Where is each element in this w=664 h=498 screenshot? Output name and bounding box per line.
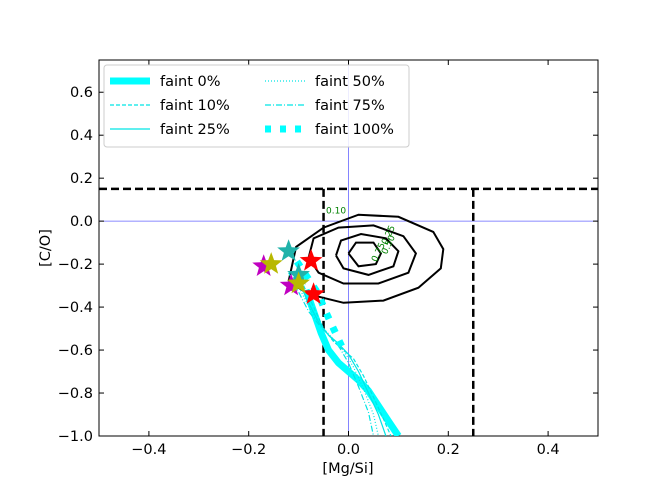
legend-box — [103, 64, 410, 148]
star-marker-5 — [279, 273, 303, 296]
legend-label-1: faint 10% — [160, 98, 230, 114]
x-tick-label-2: 0.0 — [337, 442, 360, 458]
contour-line-1 — [307, 224, 418, 285]
legend-label-3: faint 50% — [315, 74, 385, 90]
y-axis-ticks: −1.0 −0.8 −0.6 −0.4 −0.2 0.0 0.2 0.4 0.6 — [58, 85, 598, 445]
x-axis-ticks: −0.4 −0.2 0.0 0.2 0.4 — [131, 60, 560, 458]
y-axis-label: [C/O] — [38, 229, 54, 267]
series-lines — [285, 247, 402, 436]
y-tick-label-8: 0.6 — [70, 85, 93, 101]
series-line-1 — [303, 285, 392, 436]
star-marker-4 — [252, 254, 276, 276]
x-axis-label: [Mg/Si] — [322, 461, 373, 477]
contour-label-0: 0.10 — [326, 207, 346, 217]
series-line-0 — [302, 288, 402, 436]
star-marker-7 — [287, 271, 310, 294]
star-marker-6 — [259, 252, 283, 274]
contour-line-3 — [347, 241, 383, 268]
x-tick-label-4: 0.4 — [537, 442, 560, 458]
x-tick-label-0: −0.4 — [131, 442, 166, 458]
star-marker-0 — [299, 248, 323, 271]
marker-group — [252, 239, 325, 304]
x-tick-label-3: 0.2 — [437, 442, 460, 458]
series-line-2 — [298, 281, 387, 436]
legend-label-2: faint 25% — [160, 122, 230, 138]
y-tick-label-0: −1.0 — [58, 429, 93, 445]
legend: faint 0% faint 10% faint 25% faint 50% faint… — [103, 64, 410, 148]
y-tick-label-5: 0.0 — [70, 214, 93, 230]
y-tick-label-6: 0.2 — [70, 171, 93, 187]
contour-line-0 — [287, 213, 445, 304]
legend-label-0: faint 0% — [160, 74, 221, 90]
y-tick-label-7: 0.4 — [70, 128, 93, 144]
y-tick-label-4: −0.2 — [58, 257, 93, 273]
legend-label-5: faint 100% — [315, 122, 394, 138]
series-line-4 — [288, 272, 375, 436]
y-tick-label-2: −0.6 — [58, 343, 93, 359]
star-marker-2 — [277, 239, 300, 261]
legend-label-4: faint 75% — [315, 98, 385, 114]
contour-line-2 — [335, 232, 400, 276]
y-tick-label-1: −0.8 — [58, 386, 93, 402]
x-tick-label-1: −0.2 — [231, 442, 266, 458]
star-marker-1 — [302, 282, 325, 304]
y-tick-label-3: −0.4 — [58, 300, 93, 316]
